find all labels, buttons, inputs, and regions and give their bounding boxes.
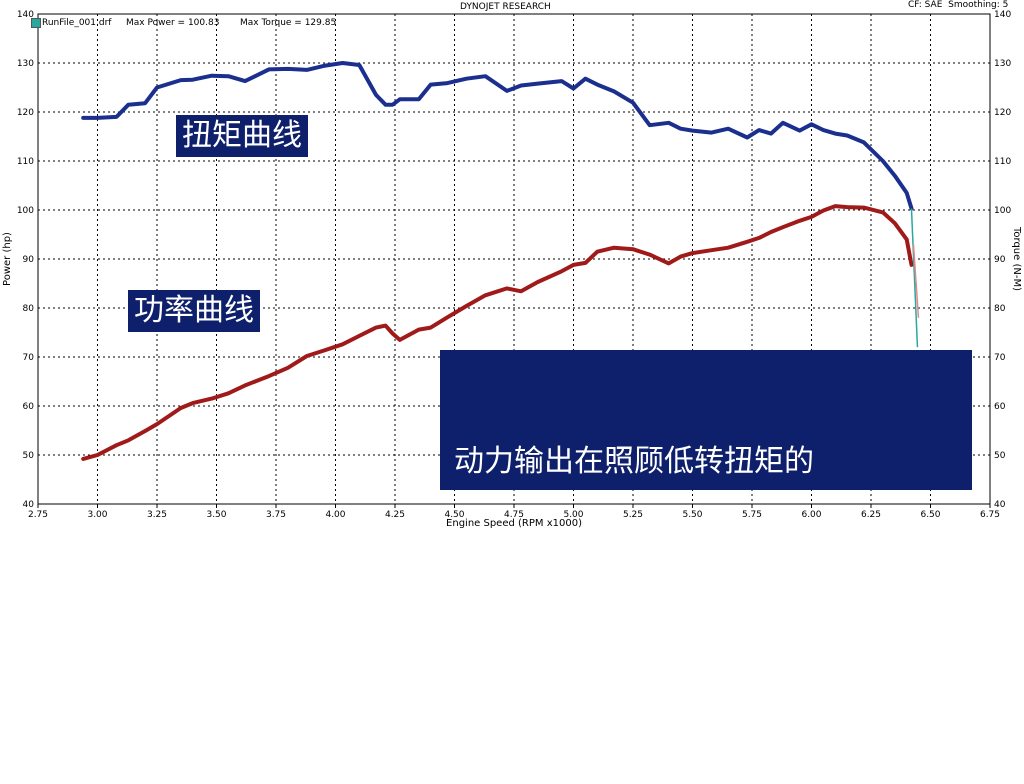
x-axis-label: Engine Speed (RPM x1000) — [446, 518, 582, 529]
y2-tick-label: 70 — [994, 353, 1006, 363]
x-tick-label: 3.25 — [147, 510, 167, 520]
y2-tick-label: 130 — [994, 59, 1011, 69]
max-power-label: Max Power = 100.83 — [126, 18, 220, 28]
y-axis-label: Power (hp) — [2, 232, 13, 286]
power-drop-trace — [912, 244, 920, 318]
x-tick-label: 6.75 — [980, 510, 1000, 520]
x-tick-label: 3.75 — [266, 510, 286, 520]
y-tick-label: 60 — [23, 402, 35, 412]
x-tick-label: 3.50 — [206, 510, 226, 520]
y2-tick-label: 110 — [994, 157, 1011, 167]
y-tick-label: 40 — [23, 500, 35, 510]
series-layer — [81, 61, 920, 461]
note-line: 所以高转速扭矩掉落不是很大。 — [454, 702, 874, 737]
note-line: 同时也讲求全转速区间的均衡， — [454, 573, 874, 608]
x-tick-label: 4.75 — [504, 510, 524, 520]
x-tick-label: 6.25 — [861, 510, 881, 520]
max-torque-label: Max Torque = 129.85 — [240, 18, 337, 28]
x-axis-ticks: 2.75 3.00 3.25 3.50 3.75 4.00 4.25 4.50 4.75 5.00… — [28, 504, 1000, 520]
torque-series-line — [81, 61, 914, 211]
y2-tick-label: 60 — [994, 402, 1006, 412]
y-tick-label: 90 — [23, 255, 35, 265]
chart-title: DYNOJET RESEARCH — [460, 2, 551, 12]
y-tick-label: 130 — [17, 59, 34, 69]
y-tick-label: 110 — [17, 157, 34, 167]
y-axis-ticks: 40 50 60 70 80 90 100 110 120 130 140 — [17, 10, 34, 510]
x-tick-label: 6.00 — [801, 510, 821, 520]
y-tick-label: 100 — [17, 206, 34, 216]
y2-axis-ticks: 40 50 60 70 80 90 100 110 120 130 140 — [994, 10, 1011, 510]
y2-axis-label: Torque (N-M) — [1011, 226, 1022, 291]
x-tick-label: 2.75 — [28, 510, 48, 520]
run-file-name: RunFile_001.drf — [42, 18, 112, 28]
power-curve-annotation: 功率曲线 — [128, 290, 260, 332]
y2-tick-label: 140 — [994, 10, 1011, 20]
y-tick-label: 70 — [23, 353, 35, 363]
x-tick-label: 6.50 — [920, 510, 940, 520]
x-tick-label: 4.25 — [385, 510, 405, 520]
cf-smoothing-label: CF: SAE Smoothing: 5 — [908, 0, 1009, 10]
note-line: 动力输出在照顾低转扭矩的 — [454, 444, 814, 479]
x-tick-label: 3.00 — [87, 510, 107, 520]
torque-drop-trace — [910, 208, 919, 348]
x-tick-label: 5.00 — [563, 510, 583, 520]
y-tick-label: 80 — [23, 304, 35, 314]
x-tick-label: 5.25 — [623, 510, 643, 520]
y2-tick-label: 120 — [994, 108, 1011, 118]
y-tick-label: 120 — [17, 108, 34, 118]
y2-tick-label: 40 — [994, 500, 1006, 510]
explanation-note: 动力输出在照顾低转扭矩的 同时也讲求全转速区间的均衡， 所以高转速扭矩掉落不是很… — [440, 350, 972, 737]
y-tick-label: 50 — [23, 451, 35, 461]
x-tick-label: 4.50 — [444, 510, 464, 520]
power-series-line — [81, 204, 914, 461]
y2-tick-label: 80 — [994, 304, 1006, 314]
y2-tick-label: 90 — [994, 255, 1006, 265]
run-file-legend-icon — [31, 18, 41, 28]
x-tick-label: 5.50 — [682, 510, 702, 520]
y2-tick-label: 100 — [994, 206, 1011, 216]
torque-curve-annotation: 扭矩曲线 — [176, 115, 308, 157]
y2-tick-label: 50 — [994, 451, 1006, 461]
y-tick-label: 140 — [17, 10, 34, 20]
x-tick-label: 5.75 — [742, 510, 762, 520]
x-tick-label: 4.00 — [325, 510, 345, 520]
